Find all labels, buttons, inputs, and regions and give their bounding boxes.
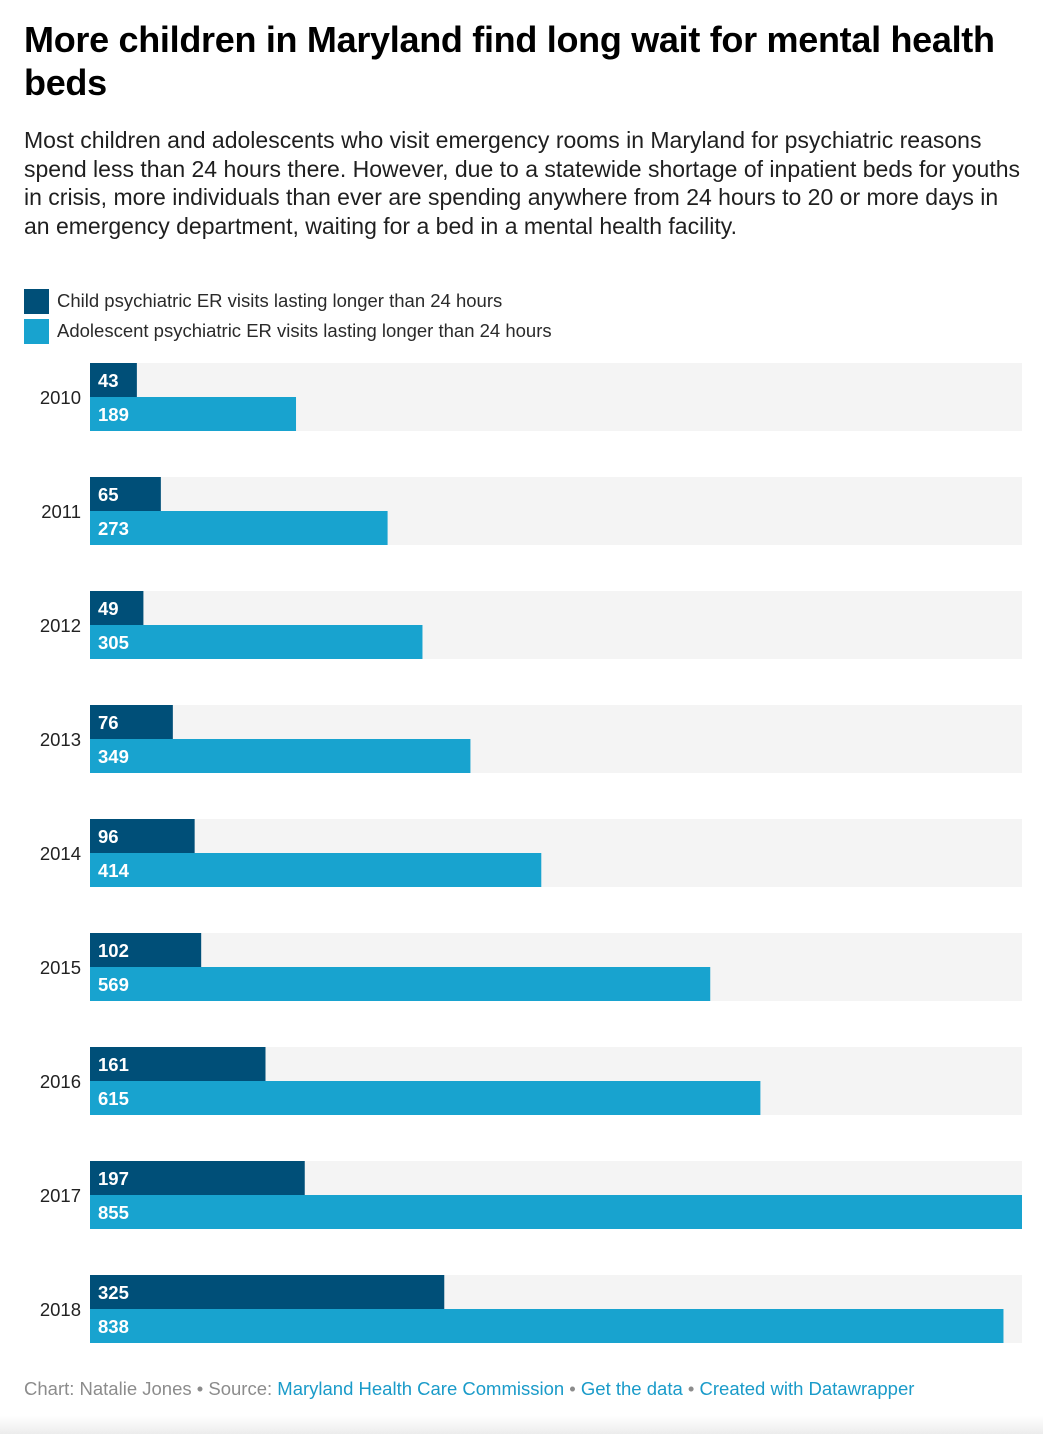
year-label: 2017 bbox=[40, 1185, 81, 1206]
bar-adolescent bbox=[90, 739, 471, 773]
bar-label-child: 43 bbox=[98, 370, 119, 391]
bar-adolescent bbox=[90, 1081, 761, 1115]
datawrapper-link[interactable]: Created with Datawrapper bbox=[699, 1378, 915, 1399]
bar-child bbox=[90, 591, 144, 625]
year-label: 2012 bbox=[40, 615, 81, 636]
bar-adolescent bbox=[90, 853, 542, 887]
year-label: 2010 bbox=[40, 387, 81, 408]
bar-adolescent bbox=[90, 511, 388, 545]
bar-label-adolescent: 273 bbox=[98, 518, 129, 539]
bar-label-child: 197 bbox=[98, 1168, 129, 1189]
bar-adolescent bbox=[90, 397, 297, 431]
bar-label-child: 161 bbox=[98, 1054, 129, 1075]
bar-label-adolescent: 349 bbox=[98, 746, 129, 767]
legend-label-adolescent: Adolescent psychiatric ER visits lasting… bbox=[57, 320, 552, 341]
bar-child bbox=[90, 1161, 305, 1195]
bar-label-child: 65 bbox=[98, 484, 119, 505]
footer: Chart: Natalie Jones • Source: Maryland … bbox=[24, 1378, 914, 1400]
legend-item-adolescent: Adolescent psychiatric ER visits lasting… bbox=[24, 316, 552, 346]
get-data-link[interactable]: Get the data bbox=[580, 1378, 683, 1399]
bar-child bbox=[90, 819, 195, 853]
bar-label-child: 102 bbox=[98, 940, 129, 961]
bar-adolescent bbox=[90, 1309, 1004, 1343]
source-prefix: Source: bbox=[208, 1378, 273, 1399]
bar-label-adolescent: 189 bbox=[98, 404, 129, 425]
bar-label-adolescent: 855 bbox=[98, 1202, 129, 1223]
bar-label-adolescent: 569 bbox=[98, 974, 129, 995]
legend-swatch-child bbox=[24, 288, 49, 314]
bar-adolescent bbox=[90, 1195, 1022, 1229]
bar-child bbox=[90, 477, 161, 511]
year-label: 2018 bbox=[40, 1299, 81, 1320]
bar-chart: 2010 43 189 2011 65 273 2012 49 305 2013 76 349 2014… bbox=[40, 363, 1022, 1343]
bar-adolescent bbox=[90, 967, 711, 1001]
chart-title: More children in Maryland find long wait… bbox=[24, 19, 995, 103]
bar-label-adolescent: 838 bbox=[98, 1316, 129, 1337]
bar-adolescent bbox=[90, 625, 423, 659]
bar-label-adolescent: 305 bbox=[98, 632, 129, 653]
chart-credit: Chart: Natalie Jones bbox=[24, 1378, 192, 1399]
bar-label-child: 96 bbox=[98, 826, 119, 847]
bar-child bbox=[90, 1275, 445, 1309]
footer-separator: • bbox=[687, 1378, 695, 1399]
bar-label-child: 76 bbox=[98, 712, 119, 733]
legend-label-child: Child psychiatric ER visits lasting long… bbox=[57, 290, 503, 311]
bottom-fade bbox=[0, 1416, 1043, 1434]
chart-subtitle: Most children and adolescents who visit … bbox=[24, 127, 1021, 239]
legend-swatch-adolescent bbox=[24, 318, 49, 344]
bar-child bbox=[90, 705, 173, 739]
bar-label-adolescent: 414 bbox=[98, 860, 130, 881]
bar-child bbox=[90, 933, 202, 967]
legend-item-child: Child psychiatric ER visits lasting long… bbox=[24, 286, 552, 316]
legend: Child psychiatric ER visits lasting long… bbox=[24, 286, 552, 346]
bar-label-adolescent: 615 bbox=[98, 1088, 129, 1109]
year-label: 2013 bbox=[40, 729, 81, 750]
source-link[interactable]: Maryland Health Care Commission bbox=[277, 1378, 565, 1399]
year-label: 2014 bbox=[40, 843, 81, 864]
bar-label-child: 325 bbox=[98, 1282, 129, 1303]
year-label: 2015 bbox=[40, 957, 81, 978]
bar-label-child: 49 bbox=[98, 598, 119, 619]
year-label: 2016 bbox=[40, 1071, 81, 1092]
year-label: 2011 bbox=[41, 501, 81, 522]
bar-child bbox=[90, 1047, 266, 1081]
footer-separator: • bbox=[569, 1378, 576, 1399]
footer-separator: • bbox=[196, 1378, 204, 1399]
bar-child bbox=[90, 363, 137, 397]
